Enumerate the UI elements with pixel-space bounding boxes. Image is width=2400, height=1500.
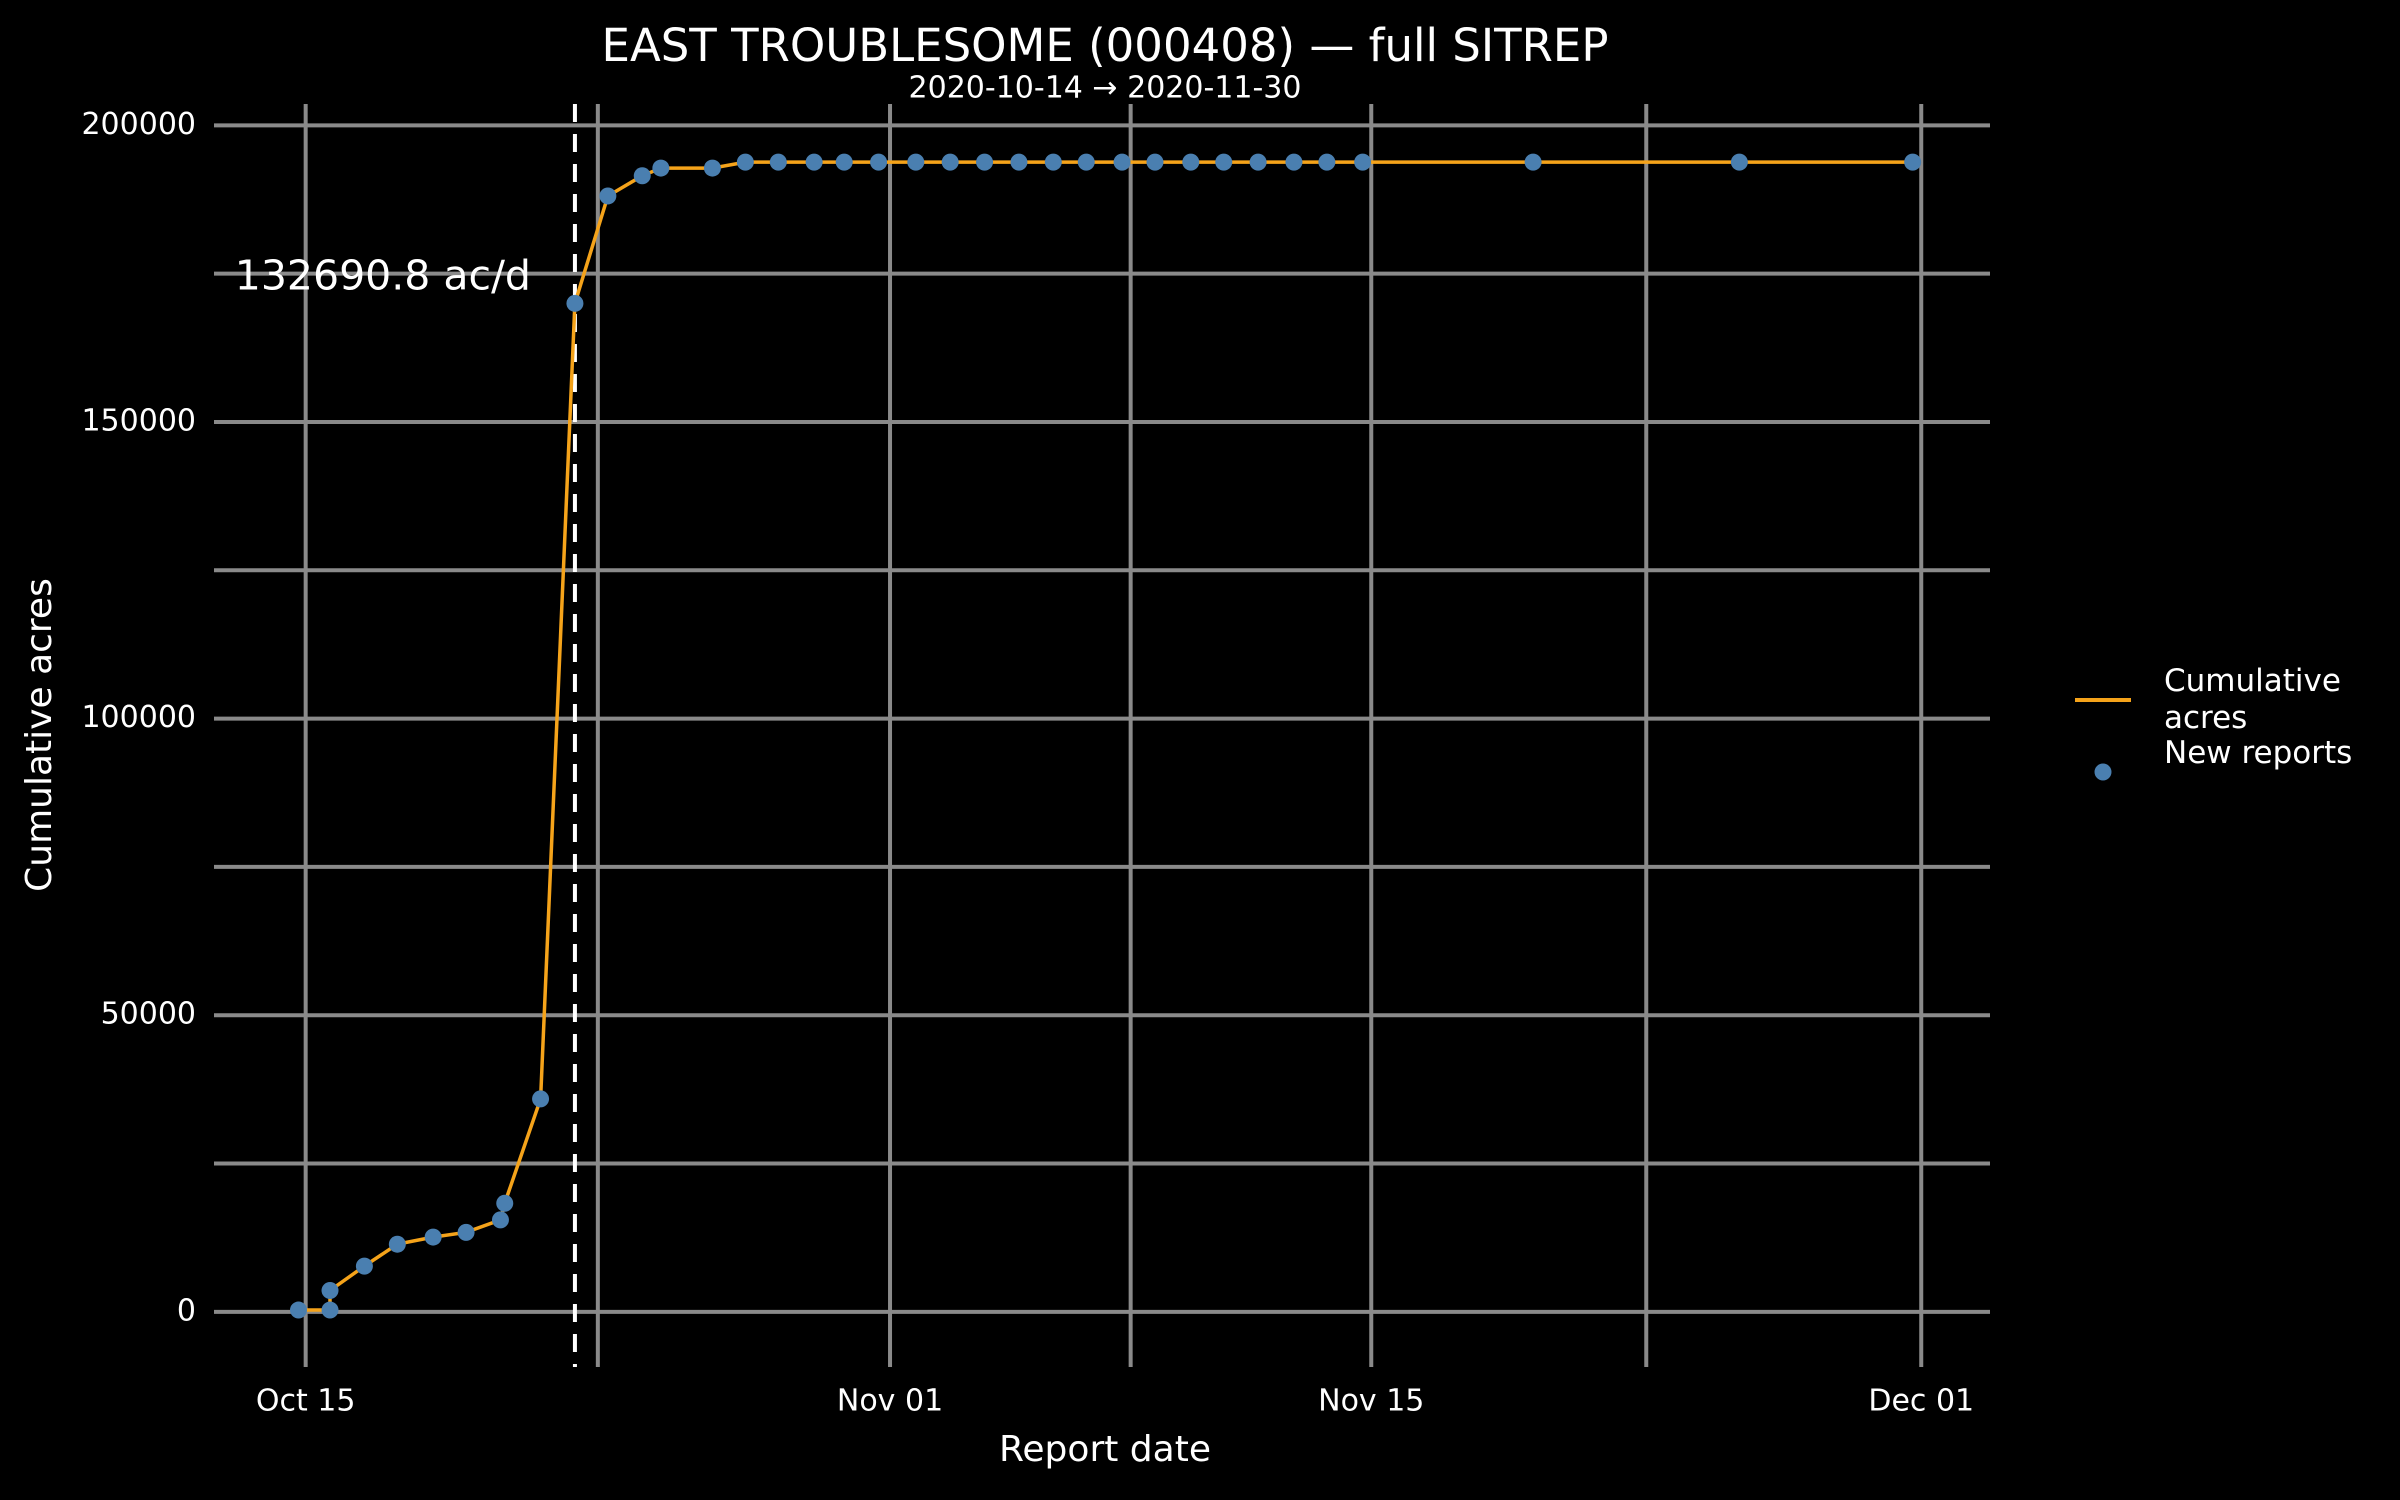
data-point [1318, 153, 1336, 171]
y-tick-label: 50000 [101, 997, 196, 1032]
data-point [1113, 153, 1131, 171]
data-point [1182, 153, 1200, 171]
data-point [1010, 153, 1028, 171]
data-point [321, 1301, 339, 1319]
data-point [457, 1223, 475, 1241]
data-point [1044, 153, 1062, 171]
data-point [1215, 153, 1233, 171]
data-point [835, 153, 853, 171]
data-point [321, 1281, 339, 1299]
data-point [1285, 153, 1303, 171]
data-point [566, 294, 584, 312]
chart-title: EAST TROUBLESOME (000408) — full SITREP [602, 19, 1609, 72]
data-point [652, 159, 670, 177]
x-tick-label: Nov 15 [1318, 1384, 1424, 1419]
data-point [1524, 153, 1542, 171]
data-point [769, 153, 787, 171]
data-point [1077, 153, 1095, 171]
data-point [355, 1257, 373, 1275]
data-point [633, 167, 651, 185]
annotation: 132690.8 ac/d [235, 251, 531, 299]
y-tick-label: 100000 [81, 700, 196, 735]
data-point [496, 1194, 514, 1212]
data-point [1249, 153, 1267, 171]
x-tick-label: Dec 01 [1868, 1384, 1974, 1419]
data-point [941, 153, 959, 171]
data-point [736, 153, 754, 171]
y-tick-label: 200000 [81, 107, 196, 142]
data-point [976, 153, 994, 171]
y-tick-label: 0 [177, 1293, 196, 1328]
data-point [290, 1301, 308, 1319]
data-point [1730, 153, 1748, 171]
x-tick-label: Nov 01 [837, 1384, 943, 1419]
data-point [1146, 153, 1164, 171]
data-point [870, 153, 888, 171]
y-axis-title: Cumulative acres [19, 578, 60, 892]
x-tick-label: Oct 15 [256, 1384, 356, 1419]
legend-key [2094, 763, 2112, 781]
data-point [703, 159, 721, 177]
data-point [491, 1211, 509, 1229]
data-point [388, 1235, 406, 1253]
data-point [1354, 153, 1372, 171]
data-point [532, 1090, 550, 1108]
chart-subtitle: 2020-10-14 → 2020-11-30 [909, 71, 1302, 106]
series-line [298, 160, 1913, 1312]
data-point [907, 153, 925, 171]
legend-label: Cumulative acres [2164, 663, 2341, 736]
y-tick-label: 150000 [81, 403, 196, 438]
x-axis-title: Report date [999, 1429, 1211, 1470]
data-point [1904, 153, 1922, 171]
legend-label: New reports [2164, 735, 2353, 771]
data-point [805, 153, 823, 171]
data-point [424, 1228, 442, 1246]
data-point [599, 187, 617, 205]
